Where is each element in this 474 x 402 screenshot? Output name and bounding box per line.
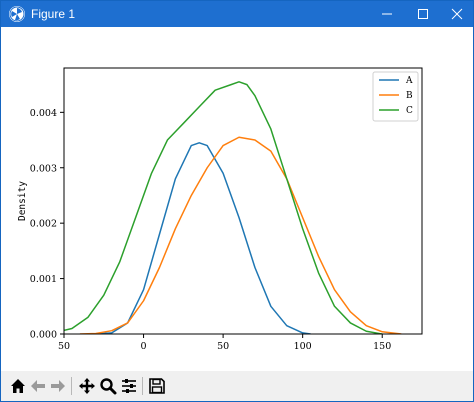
y-ticks: 0.000 0.001 0.002 0.003 0.004 (30, 108, 64, 341)
x-tick-label: 50 (217, 341, 229, 352)
forward-icon[interactable] (48, 376, 68, 396)
legend-label-A: A (405, 76, 413, 86)
subplots-icon[interactable] (119, 376, 139, 396)
series-line-A (95, 142, 311, 334)
figure-canvas[interactable]: 50 0 50 100 150 0.000 0.001 0.002 0.003 0.004 De… (1, 27, 473, 371)
save-icon[interactable] (147, 376, 167, 396)
x-tick-label: 150 (373, 341, 391, 352)
y-tick-label: 0.003 (30, 163, 57, 174)
zoom-icon[interactable] (98, 376, 118, 396)
y-axis-label: Density (17, 181, 28, 221)
chart-svg: 50 0 50 100 150 0.000 0.001 0.002 0.003 0.004 De… (17, 67, 423, 352)
legend-box (372, 71, 419, 122)
home-icon[interactable] (8, 376, 28, 396)
toolbar-separator (142, 377, 143, 395)
x-tick-label: 100 (294, 341, 312, 352)
y-tick-label: 0.002 (30, 219, 57, 230)
close-button[interactable] (439, 1, 474, 27)
legend-label-B: B (406, 91, 413, 101)
minimize-button[interactable] (369, 1, 405, 27)
x-ticks: 50 0 50 100 150 (58, 334, 391, 352)
legend-label-C: C (406, 106, 413, 116)
pan-icon[interactable] (77, 376, 97, 396)
x-tick-label: 50 (58, 341, 70, 352)
series-layer (64, 81, 402, 334)
toolbar-separator (71, 377, 72, 395)
y-tick-label: 0.000 (30, 330, 57, 341)
window-title: Figure 1 (31, 7, 76, 21)
matplotlib-logo-icon (9, 6, 25, 22)
series-line-B (79, 136, 402, 334)
maximize-button[interactable] (405, 1, 441, 27)
y-tick-label: 0.001 (30, 274, 57, 285)
x-tick-label: 0 (141, 341, 147, 352)
series-line-C (64, 81, 383, 334)
title-bar: Figure 1 (1, 1, 473, 27)
axes-frame (63, 67, 423, 335)
navigation-toolbar (1, 371, 473, 401)
legend: ABC (372, 71, 419, 122)
back-icon[interactable] (28, 376, 48, 396)
y-tick-label: 0.004 (30, 108, 57, 119)
